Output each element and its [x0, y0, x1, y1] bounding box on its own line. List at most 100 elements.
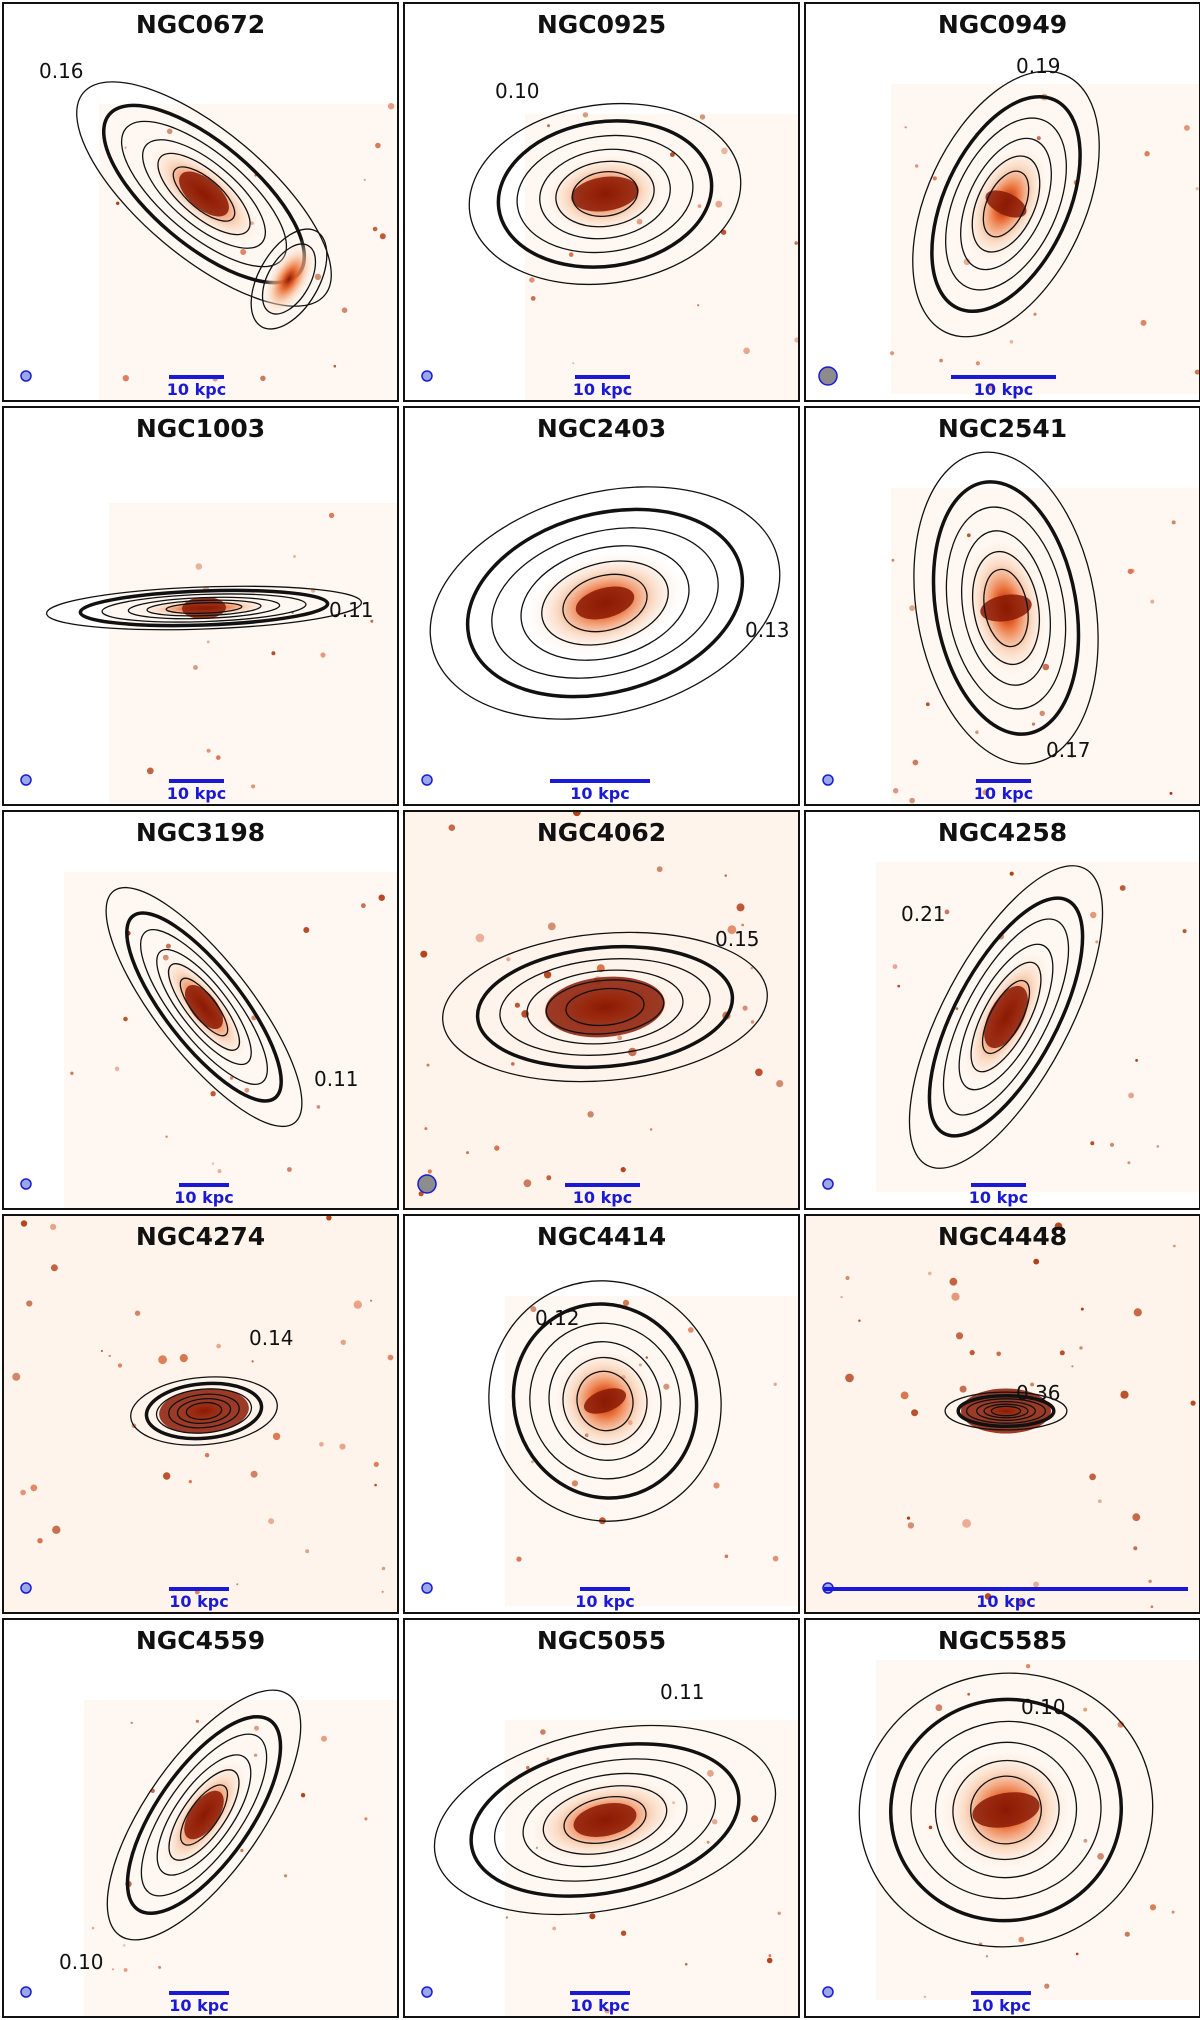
background-star — [727, 925, 737, 935]
hi-contour — [944, 1391, 1068, 1431]
background-star — [540, 1729, 546, 1735]
background-star — [928, 1825, 933, 1830]
background-star — [30, 1484, 38, 1492]
background-star — [254, 1753, 258, 1757]
background-star — [1098, 1499, 1102, 1503]
hi-contour — [140, 1733, 268, 1897]
background-star — [772, 1555, 779, 1562]
background-star — [773, 1382, 777, 1386]
background-star — [379, 233, 386, 240]
galaxy-image — [20, 872, 397, 1208]
background-star — [1016, 1598, 1023, 1606]
background-star — [777, 1911, 781, 1915]
background-star — [494, 1145, 500, 1151]
background-star — [204, 1453, 210, 1458]
background-star — [951, 1292, 960, 1301]
background-star — [949, 1277, 958, 1286]
background-star — [572, 812, 581, 817]
background-star — [516, 1556, 522, 1562]
hi-contour — [167, 963, 241, 1051]
background-star — [341, 307, 348, 314]
background-star — [475, 933, 485, 943]
hi-contour — [913, 451, 1099, 765]
galaxy-panel: NGC4448 10 kpc 0.36 — [804, 1214, 1200, 1614]
hi-contour — [548, 1341, 662, 1461]
galaxy-panel: NGC4274 10 kpc 0.14 — [2, 1214, 399, 1614]
hi-contour — [165, 601, 243, 615]
background-star — [743, 347, 750, 355]
background-star — [715, 200, 723, 208]
background-star — [622, 1299, 630, 1306]
hi-contour — [563, 1796, 647, 1844]
background-star — [962, 1519, 971, 1528]
galaxy-name-title: NGC0949 — [937, 10, 1068, 39]
beam-size-ellipse — [20, 1986, 32, 1998]
background-star — [1150, 599, 1155, 604]
background-star — [699, 114, 706, 120]
background-star — [982, 789, 989, 796]
background-star — [254, 1725, 259, 1731]
hi-contour-thick — [930, 94, 1082, 314]
background-star — [448, 824, 456, 831]
background-star — [751, 1815, 759, 1823]
background-star — [375, 142, 381, 149]
scale-bar-label: 10 kpc — [166, 380, 227, 399]
galaxy-panel: NGC4414 10 kpc 0.12 — [403, 1214, 800, 1614]
background-star — [1124, 1931, 1130, 1937]
galaxy-core — [583, 1388, 627, 1414]
background-star — [321, 1735, 327, 1742]
background-star — [1117, 1721, 1124, 1728]
beam-size-ellipse — [822, 1986, 834, 1998]
background-star — [984, 1593, 992, 1600]
hi-contour — [106, 1689, 302, 1941]
background-star — [320, 652, 326, 658]
background-star — [146, 767, 154, 775]
galaxy-panel: NGC5585 10 kpc 0.10 — [804, 1618, 1200, 2018]
scale-bar-label: 10 kpc — [575, 1592, 635, 1611]
background-star — [546, 1175, 552, 1181]
hi-contour — [972, 550, 1040, 666]
galaxy-panel: NGC0925 10 kpc 0.10 — [403, 2, 800, 402]
background-star — [1030, 1382, 1034, 1387]
background-star — [293, 555, 296, 558]
background-star — [244, 1087, 250, 1093]
background-star — [768, 1954, 772, 1958]
background-star — [923, 1995, 927, 1999]
background-star — [387, 1354, 394, 1361]
hi-contour-thick — [888, 1697, 1124, 1923]
hi-contour — [127, 596, 281, 620]
beam-size-ellipse — [417, 1174, 437, 1194]
hi-contour-thick — [125, 1714, 283, 1916]
galaxy-panel: NGC0672 10 kpc 0.16 — [2, 2, 399, 402]
hi-contour-thick — [469, 1742, 741, 1898]
background-star — [1071, 1365, 1074, 1368]
background-star — [381, 1590, 384, 1593]
background-star — [26, 1300, 33, 1307]
background-star — [587, 1111, 594, 1118]
hi-contour — [520, 545, 690, 661]
hi-contour-thick — [496, 119, 714, 269]
background-star — [628, 1047, 637, 1057]
background-star — [319, 1442, 324, 1447]
hi-contour — [146, 599, 262, 617]
galaxy-image — [4, 1216, 397, 1612]
background-star — [707, 1770, 714, 1777]
hi-contour — [990, 1405, 1022, 1417]
hi-contour — [576, 1370, 634, 1432]
background-star — [1018, 1936, 1025, 1943]
background-star — [604, 2008, 610, 2014]
background-star — [969, 1350, 975, 1356]
hi-contour — [141, 139, 267, 249]
hi-contour — [545, 979, 665, 1035]
scale-bar-label: 10 kpc — [968, 1188, 1029, 1207]
hi-contour — [945, 506, 1067, 710]
background-star — [1070, 754, 1074, 758]
background-star — [20, 1220, 28, 1227]
background-star — [333, 364, 337, 368]
background-star — [1135, 1059, 1138, 1062]
background-star — [1033, 1258, 1040, 1265]
background-star — [206, 640, 210, 644]
background-star — [284, 1874, 288, 1878]
hi-contour — [179, 977, 229, 1037]
background-star — [1059, 1350, 1065, 1356]
